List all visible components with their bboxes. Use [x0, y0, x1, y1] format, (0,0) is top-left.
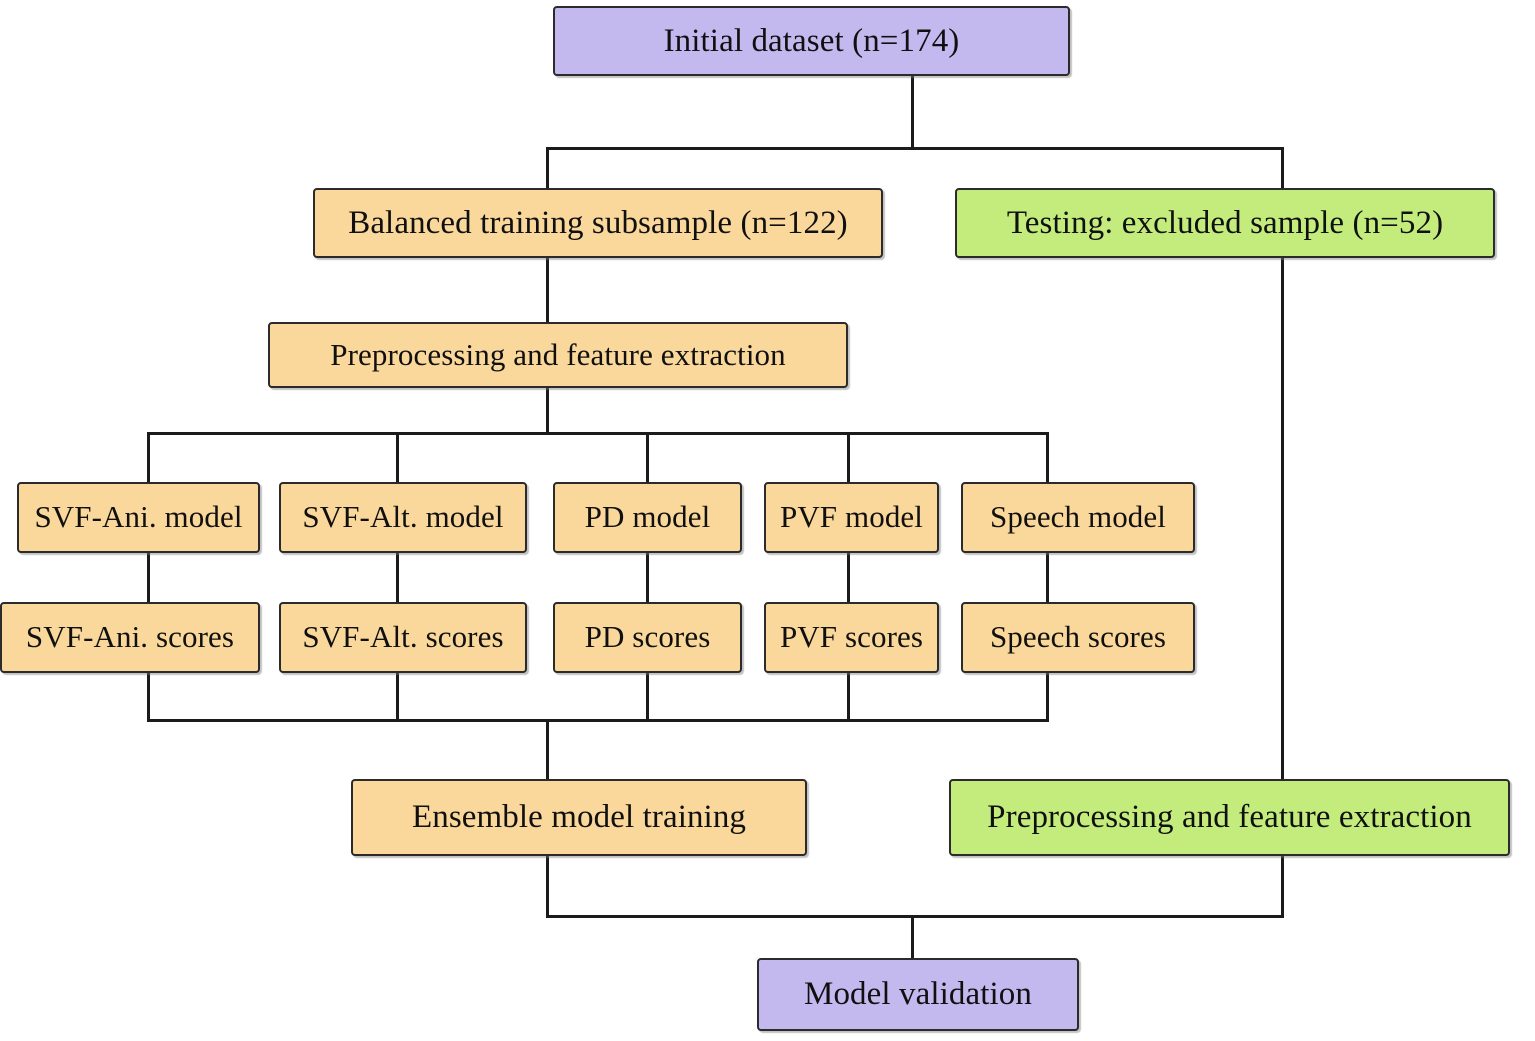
- node-scores-svf-ani[interactable]: SVF-Ani. scores: [0, 602, 260, 673]
- edge-merge-bar-scores: [147, 719, 1049, 722]
- node-model-pd[interactable]: PD model: [553, 482, 742, 553]
- edge-merge-to-ensemble: [546, 719, 549, 779]
- edge-preprocessing-test-drop: [1281, 856, 1284, 918]
- edge-fanout-drop-1: [147, 432, 150, 482]
- node-ensemble-training[interactable]: Ensemble model training: [351, 779, 807, 856]
- node-model-speech[interactable]: Speech model: [961, 482, 1195, 553]
- edge-fanout-drop-5: [1046, 432, 1049, 482]
- edge-scores-drop-1: [147, 672, 150, 722]
- edge-scores-drop-5: [1046, 672, 1049, 722]
- node-model-pd-label: PD model: [584, 499, 711, 535]
- edge-model-to-scores-5: [1046, 553, 1049, 603]
- node-testing-excluded-label: Testing: excluded sample (n=52): [1006, 204, 1444, 241]
- node-scores-pvf[interactable]: PVF scores: [764, 602, 939, 673]
- node-model-svf-alt[interactable]: SVF-Alt. model: [279, 482, 527, 553]
- edge-scores-drop-4: [847, 672, 850, 722]
- edge-split-to-testing: [1281, 147, 1284, 189]
- edge-scores-drop-2: [396, 672, 399, 722]
- node-preprocessing-test[interactable]: Preprocessing and feature extraction: [949, 779, 1510, 856]
- node-model-svf-ani-label: SVF-Ani. model: [34, 499, 243, 535]
- node-scores-svf-ani-label: SVF-Ani. scores: [25, 619, 235, 655]
- edge-model-to-scores-4: [847, 553, 850, 603]
- edge-preprocessing-to-fanout: [546, 388, 549, 434]
- edge-split-to-training: [546, 147, 549, 189]
- node-model-svf-ani[interactable]: SVF-Ani. model: [17, 482, 260, 553]
- node-model-svf-alt-label: SVF-Alt. model: [302, 499, 504, 535]
- edge-merge-to-validation: [911, 915, 914, 959]
- node-scores-speech-label: Speech scores: [989, 619, 1167, 655]
- node-model-pvf[interactable]: PVF model: [764, 482, 939, 553]
- edge-scores-drop-3: [646, 672, 649, 722]
- node-model-pvf-label: PVF model: [779, 499, 923, 535]
- edge-fanout-bar: [147, 432, 1049, 435]
- node-ensemble-training-label: Ensemble model training: [411, 799, 747, 836]
- edge-fanout-drop-2: [396, 432, 399, 482]
- node-model-validation[interactable]: Model validation: [757, 958, 1079, 1031]
- node-model-speech-label: Speech model: [990, 499, 1166, 535]
- edge-testing-to-preprocessing-test: [1281, 258, 1284, 779]
- node-scores-pd-label: PD scores: [584, 619, 711, 655]
- edge-initial-to-split: [911, 76, 914, 150]
- edge-split-bar-top: [546, 147, 1284, 150]
- edge-fanout-drop-4: [847, 432, 850, 482]
- edge-model-to-scores-1: [147, 553, 150, 603]
- edge-model-to-scores-2: [396, 553, 399, 603]
- edge-final-merge-bar: [546, 915, 1284, 918]
- node-scores-pd[interactable]: PD scores: [553, 602, 742, 673]
- node-scores-svf-alt[interactable]: SVF-Alt. scores: [279, 602, 527, 673]
- node-initial-dataset[interactable]: Initial dataset (n=174): [553, 6, 1070, 76]
- node-preprocessing-train[interactable]: Preprocessing and feature extraction: [268, 322, 848, 388]
- node-preprocessing-test-label: Preprocessing and feature extraction: [987, 799, 1472, 836]
- edge-fanout-drop-3: [646, 432, 649, 482]
- node-scores-speech[interactable]: Speech scores: [961, 602, 1195, 673]
- node-balanced-training[interactable]: Balanced training subsample (n=122): [313, 188, 883, 258]
- node-initial-dataset-label: Initial dataset (n=174): [663, 22, 960, 59]
- node-scores-svf-alt-label: SVF-Alt. scores: [302, 619, 504, 655]
- node-preprocessing-train-label: Preprocessing and feature extraction: [330, 336, 786, 372]
- edge-training-to-preprocessing: [546, 258, 549, 324]
- node-testing-excluded[interactable]: Testing: excluded sample (n=52): [955, 188, 1495, 258]
- node-model-validation-label: Model validation: [804, 976, 1032, 1013]
- node-balanced-training-label: Balanced training subsample (n=122): [348, 204, 848, 241]
- edge-model-to-scores-3: [646, 553, 649, 603]
- node-scores-pvf-label: PVF scores: [779, 619, 924, 655]
- edge-ensemble-drop: [546, 856, 549, 918]
